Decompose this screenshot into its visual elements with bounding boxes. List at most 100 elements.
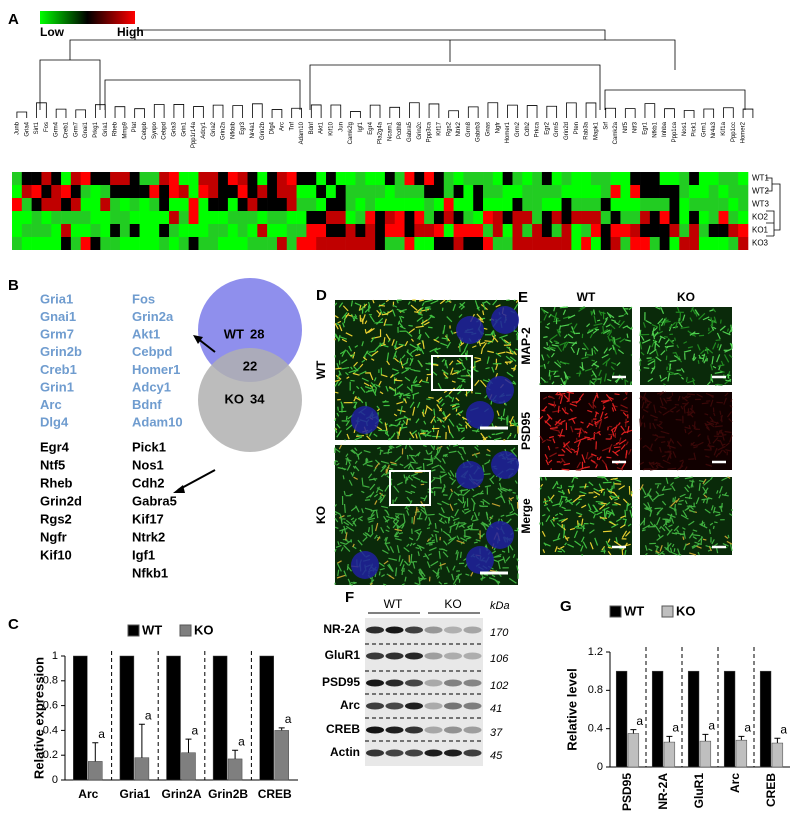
fiber (408, 537, 414, 541)
heatmap-cell (728, 237, 739, 250)
heatmap-cell (541, 198, 553, 211)
fiber (595, 420, 601, 427)
y-tick-label: 0.4 (588, 723, 603, 735)
y-tick-label: 0 (597, 761, 603, 773)
heatmap-cell (70, 211, 81, 224)
heatmap-cell (365, 224, 376, 237)
fiber (442, 424, 446, 428)
fiber (560, 495, 567, 498)
y-tick-label: 1 (52, 650, 58, 662)
fiber (442, 530, 450, 537)
heatmap-cell (610, 237, 621, 250)
fiber (615, 517, 622, 522)
fiber (569, 527, 575, 531)
fiber (567, 543, 575, 548)
heatmap-cell (414, 185, 425, 198)
fiber (347, 578, 352, 585)
x-tick-label: Arc (78, 787, 98, 801)
gene-name: Arc (40, 397, 62, 412)
fiber (392, 368, 399, 372)
fiber (660, 350, 666, 356)
fiber (374, 500, 378, 505)
fiber (668, 524, 673, 528)
fiber (718, 344, 722, 351)
fiber (550, 428, 559, 432)
fiber (572, 323, 578, 332)
fiber (352, 390, 355, 395)
fiber (336, 430, 342, 438)
fiber (657, 317, 664, 325)
x-tick-label: Gria1 (120, 787, 151, 801)
fiber (409, 357, 414, 367)
fiber (546, 354, 551, 359)
panel-label: B (8, 277, 19, 294)
fiber (721, 502, 723, 509)
heatmap-cell (394, 185, 405, 198)
fiber (611, 402, 617, 411)
heatmap-cell (659, 198, 670, 211)
fiber (369, 579, 375, 585)
fiber (419, 432, 426, 435)
heatmap-cell (198, 172, 209, 185)
fiber (385, 299, 389, 303)
fiber (700, 349, 705, 355)
fiber (654, 437, 658, 442)
gene-label: Egr3 (240, 121, 246, 134)
fiber (726, 411, 733, 418)
fiber (682, 314, 686, 322)
heatmap-cell (561, 224, 572, 237)
fiber (581, 454, 586, 463)
heatmap-cell (149, 237, 160, 250)
fiber (670, 499, 678, 507)
fiber (548, 313, 552, 318)
fiber (380, 494, 386, 503)
fiber (456, 535, 460, 540)
fiber (516, 527, 519, 531)
gene-name: Fos (132, 291, 155, 306)
fiber (599, 376, 602, 384)
fiber (609, 323, 616, 330)
fiber (511, 367, 516, 370)
fiber (645, 319, 652, 325)
heatmap-cell (188, 172, 199, 185)
fiber (709, 416, 714, 422)
fiber (472, 429, 480, 432)
fiber (491, 335, 499, 343)
fiber (512, 419, 517, 427)
fiber (460, 524, 465, 529)
fiber (677, 548, 681, 556)
heatmap-cell (31, 237, 42, 250)
fiber (368, 520, 374, 523)
fiber (688, 532, 694, 539)
fiber (482, 301, 486, 310)
fiber (403, 474, 406, 479)
fiber (401, 564, 405, 572)
fiber (499, 482, 502, 489)
row-label: WT2 (752, 187, 769, 196)
fiber (551, 517, 559, 521)
fiber (388, 445, 393, 451)
heatmap-cell (590, 198, 602, 211)
heatmap-cell (532, 185, 543, 198)
fiber (687, 330, 694, 337)
fiber (348, 345, 352, 352)
heatmap-cell (492, 172, 503, 185)
fiber (616, 361, 621, 367)
heatmap-cell (561, 185, 572, 198)
fiber (549, 370, 559, 373)
fiber (605, 501, 611, 506)
fiber (495, 495, 503, 500)
fiber (441, 412, 448, 419)
fiber (458, 313, 463, 318)
heatmap-cell (590, 237, 602, 250)
band (444, 702, 462, 710)
fiber (472, 345, 477, 349)
heatmap-cell (198, 237, 209, 250)
fiber (729, 342, 733, 347)
heatmap-cell (394, 237, 405, 250)
heatmap-cell (590, 185, 602, 198)
fiber (379, 498, 382, 504)
heatmap-cell (100, 172, 111, 185)
fiber (557, 533, 561, 539)
band (444, 652, 462, 660)
